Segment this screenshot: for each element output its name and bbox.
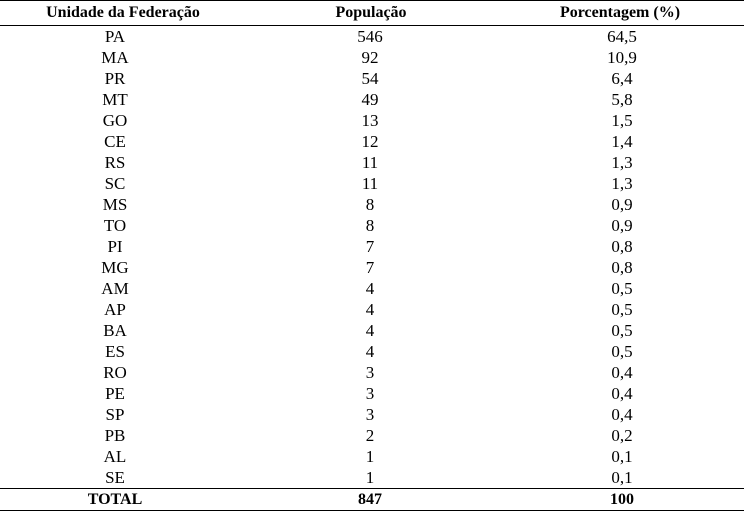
table-row: GO 13 1,5 [0, 110, 744, 131]
cell-state: ES [105, 342, 125, 361]
cell-state: TO [103, 216, 127, 235]
cell-population: 11 [361, 153, 379, 172]
cell-population: 54 [361, 69, 379, 88]
total-percentage: 100 [496, 488, 744, 511]
cell-percentage: 0,5 [611, 300, 633, 319]
cell-percentage: 0,1 [611, 468, 633, 487]
cell-population: 546 [357, 27, 383, 46]
total-label: TOTAL [0, 488, 246, 511]
cell-percentage: 6,4 [611, 69, 633, 88]
cell-population: 7 [365, 237, 375, 256]
cell-state: MA [101, 48, 129, 67]
cell-percentage: 0,2 [611, 426, 633, 445]
table-row: MS 8 0,9 [0, 194, 744, 215]
cell-state: AM [101, 279, 129, 298]
table-row: PI 7 0,8 [0, 236, 744, 257]
cell-population: 8 [365, 216, 375, 235]
cell-state: PB [104, 426, 126, 445]
table-row: SE 1 0,1 [0, 467, 744, 489]
cell-percentage: 0,9 [611, 216, 633, 235]
cell-population: 4 [365, 279, 375, 298]
cell-state: PR [104, 69, 126, 88]
table-row: MA 92 10,9 [0, 47, 744, 68]
table-row: RO 3 0,4 [0, 362, 744, 383]
cell-population: 13 [361, 111, 379, 130]
cell-population: 8 [365, 195, 375, 214]
header-state: Unidade da Federação [0, 0, 246, 26]
table-row: RS 11 1,3 [0, 152, 744, 173]
cell-state: AL [103, 447, 127, 466]
table-row: SC 11 1,3 [0, 173, 744, 194]
cell-state: AP [104, 300, 126, 319]
cell-population: 49 [361, 90, 379, 109]
cell-state: RO [103, 363, 127, 382]
cell-population: 1 [365, 468, 375, 487]
table-row: MG 7 0,8 [0, 257, 744, 278]
cell-percentage: 0,4 [611, 384, 633, 403]
table-row: AP 4 0,5 [0, 299, 744, 320]
table-row: PA 546 64,5 [0, 26, 744, 48]
cell-percentage: 1,3 [611, 153, 633, 172]
table-body: PA 546 64,5 MA 92 10,9 PR 54 6,4 MT 49 5,8 GO 13 1,5 CE… [0, 26, 744, 489]
cell-percentage: 0,1 [611, 447, 633, 466]
cell-state: BA [103, 321, 127, 340]
cell-percentage: 0,9 [611, 195, 633, 214]
total-population: 847 [246, 488, 496, 511]
table-row: MT 49 5,8 [0, 89, 744, 110]
cell-percentage: 1,4 [611, 132, 633, 151]
cell-population: 4 [365, 300, 375, 319]
cell-population: 92 [361, 48, 379, 67]
table-row: ES 4 0,5 [0, 341, 744, 362]
cell-percentage: 0,5 [611, 342, 633, 361]
cell-population: 1 [365, 447, 375, 466]
cell-percentage: 0,5 [611, 279, 633, 298]
cell-state: MG [101, 258, 129, 277]
cell-state: PE [105, 384, 125, 403]
cell-percentage: 0,4 [611, 405, 633, 424]
cell-percentage: 10,9 [607, 48, 637, 67]
table-row: AL 1 0,1 [0, 446, 744, 467]
cell-state: MS [102, 195, 128, 214]
table-header-row: Unidade da Federação População Porcentag… [0, 0, 744, 26]
cell-state: GO [102, 111, 128, 130]
cell-population: 2 [365, 426, 375, 445]
cell-state: PA [104, 27, 126, 46]
header-percentage: Porcentagem (%) [496, 0, 744, 26]
table-total-row: TOTAL 847 100 [0, 488, 744, 511]
table-row: PR 54 6,4 [0, 68, 744, 89]
table-row: BA 4 0,5 [0, 320, 744, 341]
table-row: CE 12 1,4 [0, 131, 744, 152]
cell-population: 12 [361, 132, 379, 151]
cell-population: 4 [365, 321, 375, 340]
cell-state: SP [105, 405, 125, 424]
table-row: PB 2 0,2 [0, 425, 744, 446]
table-row: TO 8 0,9 [0, 215, 744, 236]
cell-percentage: 5,8 [611, 90, 633, 109]
table-row: PE 3 0,4 [0, 383, 744, 404]
table-row: AM 4 0,5 [0, 278, 744, 299]
cell-percentage: 0,5 [611, 321, 633, 340]
cell-percentage: 64,5 [607, 27, 637, 46]
cell-population: 7 [365, 258, 375, 277]
cell-population: 11 [361, 174, 379, 193]
cell-state: CE [104, 132, 126, 151]
cell-percentage: 0,8 [611, 258, 633, 277]
cell-population: 3 [365, 363, 375, 382]
cell-percentage: 0,4 [611, 363, 633, 382]
cell-state: RS [104, 153, 126, 172]
cell-percentage: 1,3 [611, 174, 633, 193]
cell-population: 3 [365, 384, 375, 403]
cell-state: SC [104, 174, 126, 193]
cell-state: SE [105, 468, 125, 487]
cell-population: 4 [365, 342, 375, 361]
cell-percentage: 1,5 [611, 111, 633, 130]
cell-state: PI [107, 237, 123, 256]
table-row: SP 3 0,4 [0, 404, 744, 425]
cell-state: MT [102, 90, 128, 109]
cell-population: 3 [365, 405, 375, 424]
header-population: População [246, 0, 496, 26]
cell-percentage: 0,8 [611, 237, 633, 256]
